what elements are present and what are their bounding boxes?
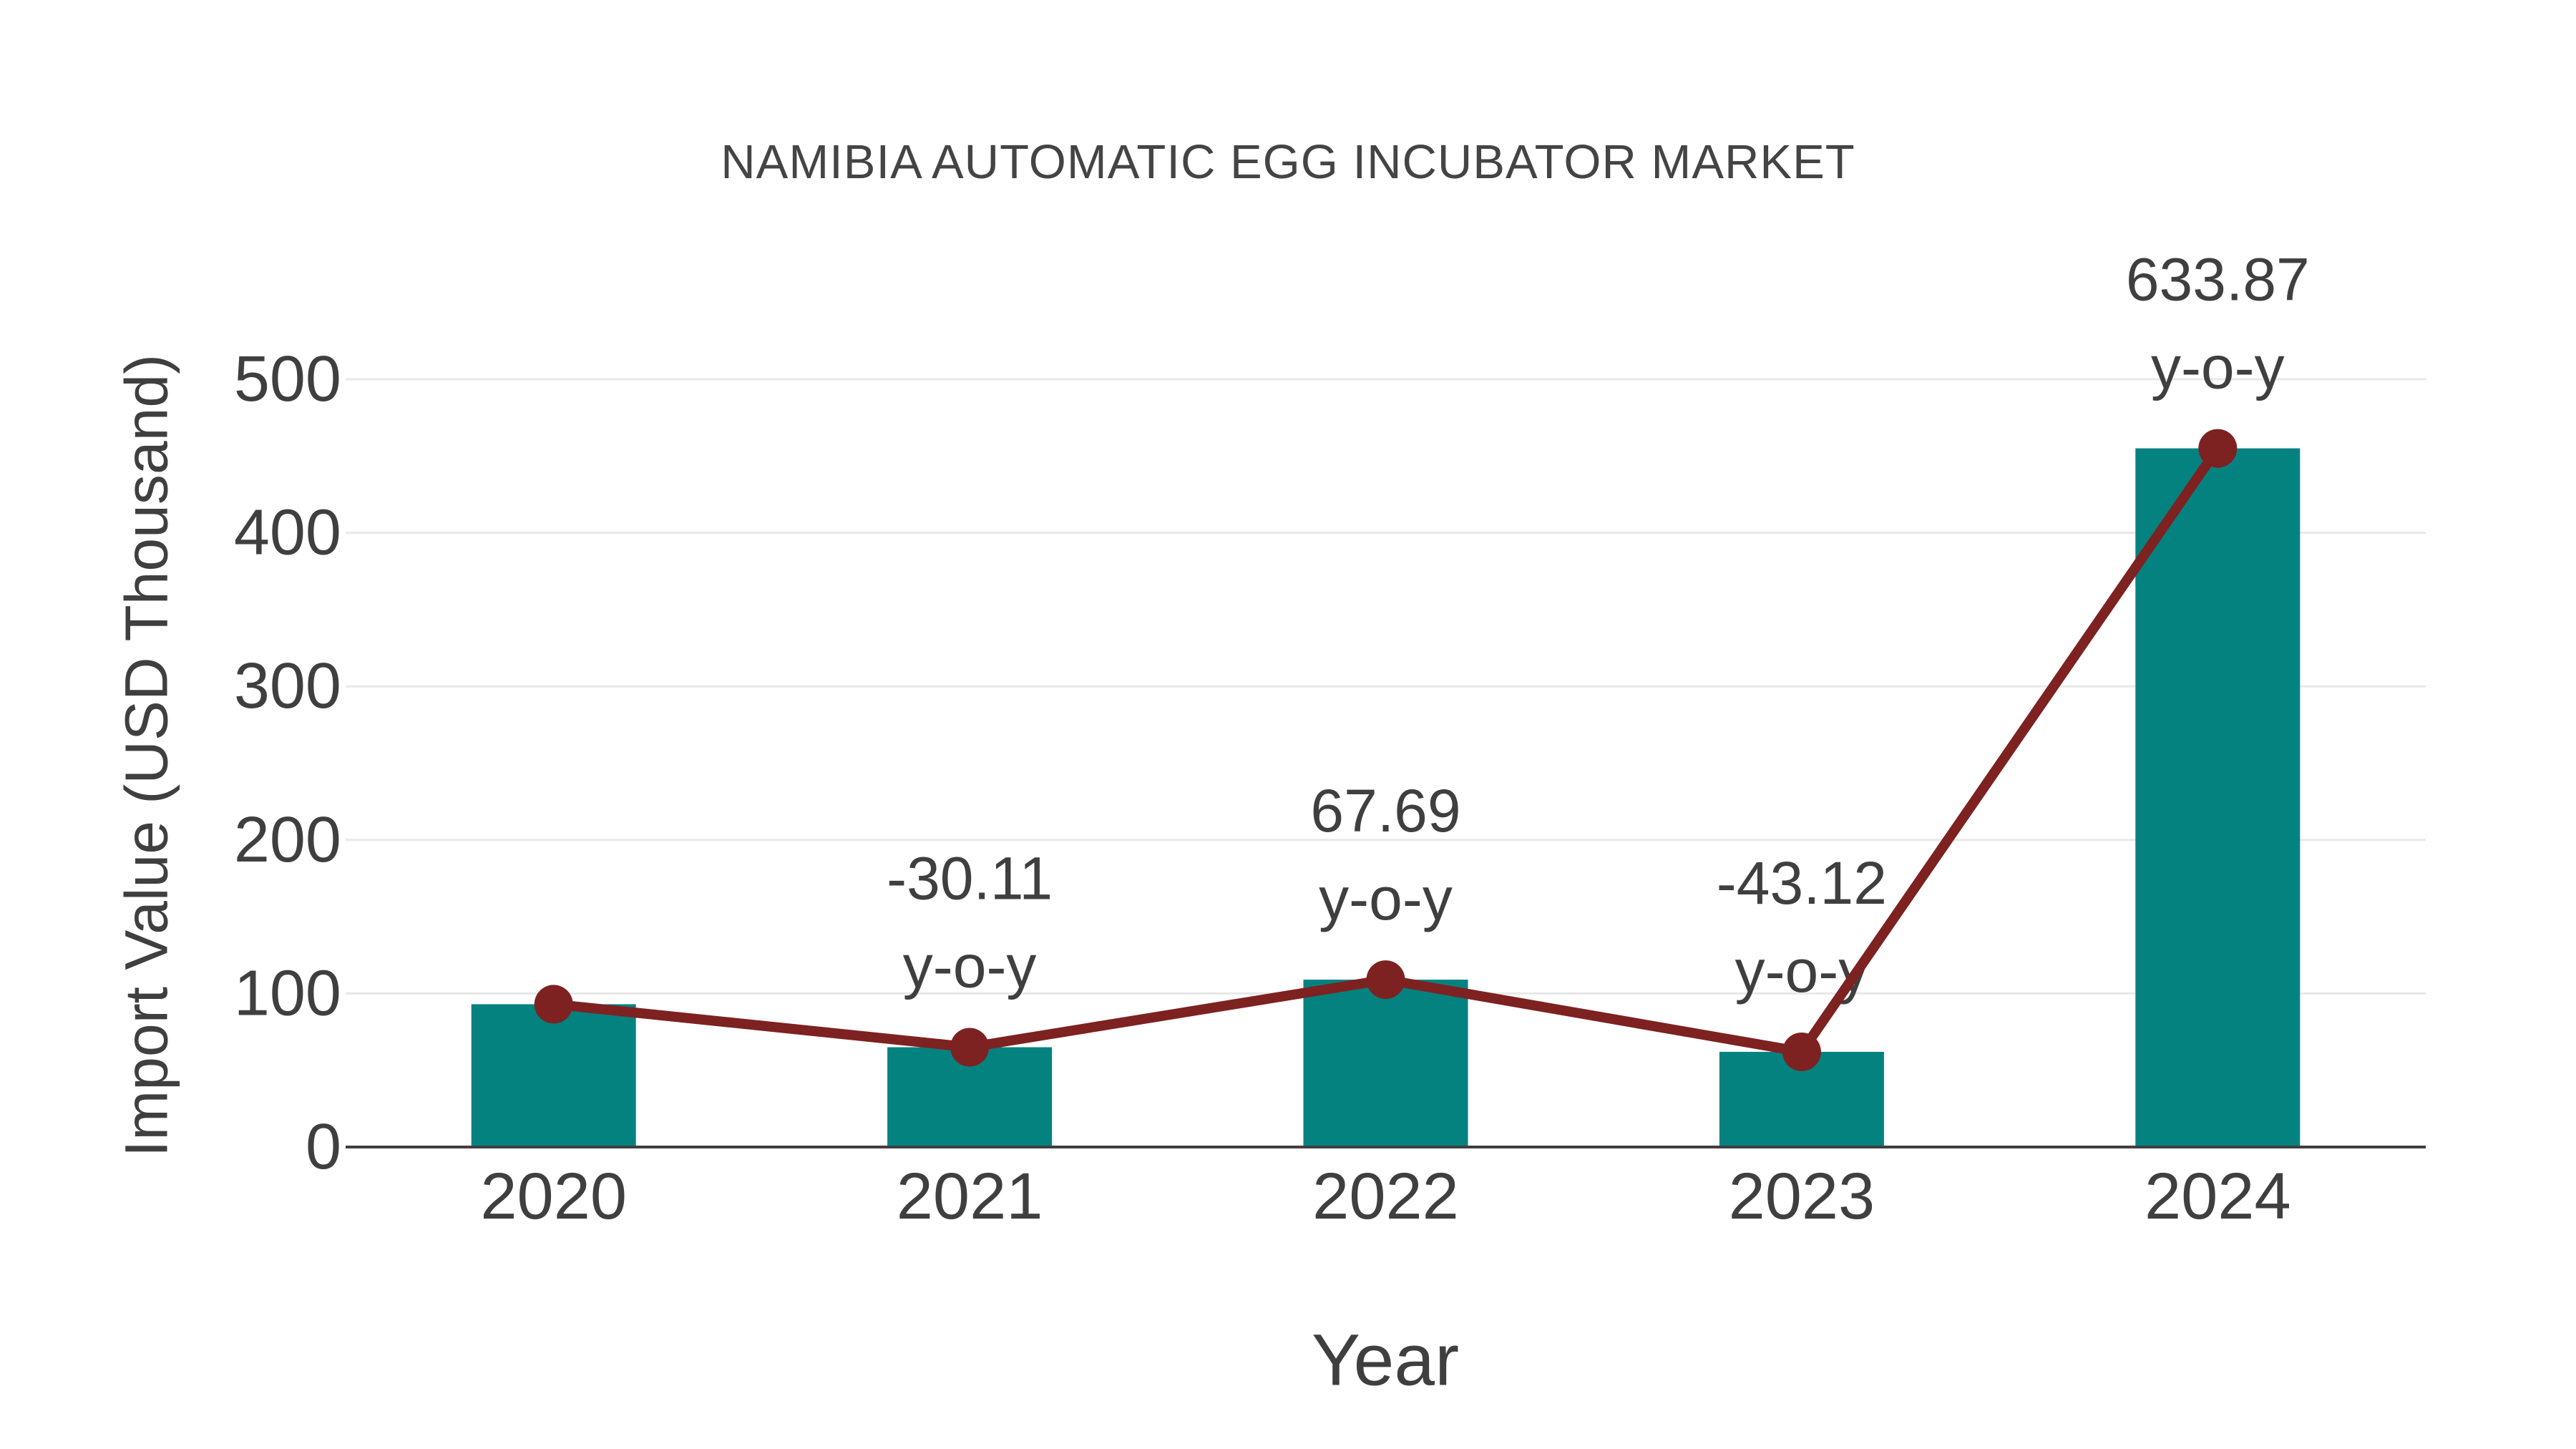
annotation-suffix-2021: y-o-y xyxy=(903,933,1037,1000)
chart-title: NAMIBIA AUTOMATIC EGG INCUBATOR MARKET xyxy=(721,135,1855,189)
y-tick-label-500: 500 xyxy=(234,343,341,415)
annotation-suffix-2022: y-o-y xyxy=(1319,865,1453,932)
annotation-value-2024: 633.87 xyxy=(2126,246,2310,313)
annotation-value-2021: -30.11 xyxy=(887,845,1053,912)
x-tick-label-2023: 2023 xyxy=(1729,1160,1875,1233)
line-marker-2024 xyxy=(2198,429,2238,468)
y-tick-label-0: 0 xyxy=(306,1111,341,1183)
annotation-suffix-2023: y-o-y xyxy=(1735,937,1869,1005)
x-tick-label-2020: 2020 xyxy=(480,1160,627,1233)
y-tick-label-400: 400 xyxy=(234,497,341,569)
line-marker-2021 xyxy=(950,1028,990,1067)
annotation-value-2022: 67.69 xyxy=(1310,777,1460,844)
line-marker-2020 xyxy=(534,985,573,1024)
y-tick-label-200: 200 xyxy=(234,804,341,876)
bar-2024 xyxy=(2135,448,2301,1147)
x-tick-label-2021: 2021 xyxy=(897,1160,1043,1233)
bar-2022 xyxy=(1303,980,1468,1147)
annotation-value-2023: -43.12 xyxy=(1717,849,1887,917)
line-marker-2022 xyxy=(1366,960,1405,1000)
y-tick-label-100: 100 xyxy=(234,957,341,1029)
x-axis-title: Year xyxy=(1311,1319,1460,1401)
line-marker-2023 xyxy=(1782,1032,1821,1071)
x-tick-label-2022: 2022 xyxy=(1312,1160,1459,1233)
bar-2020 xyxy=(471,1004,636,1147)
annotation-suffix-2024: y-o-y xyxy=(2151,334,2285,401)
y-tick-label-300: 300 xyxy=(234,650,341,722)
x-tick-label-2024: 2024 xyxy=(2145,1160,2291,1233)
